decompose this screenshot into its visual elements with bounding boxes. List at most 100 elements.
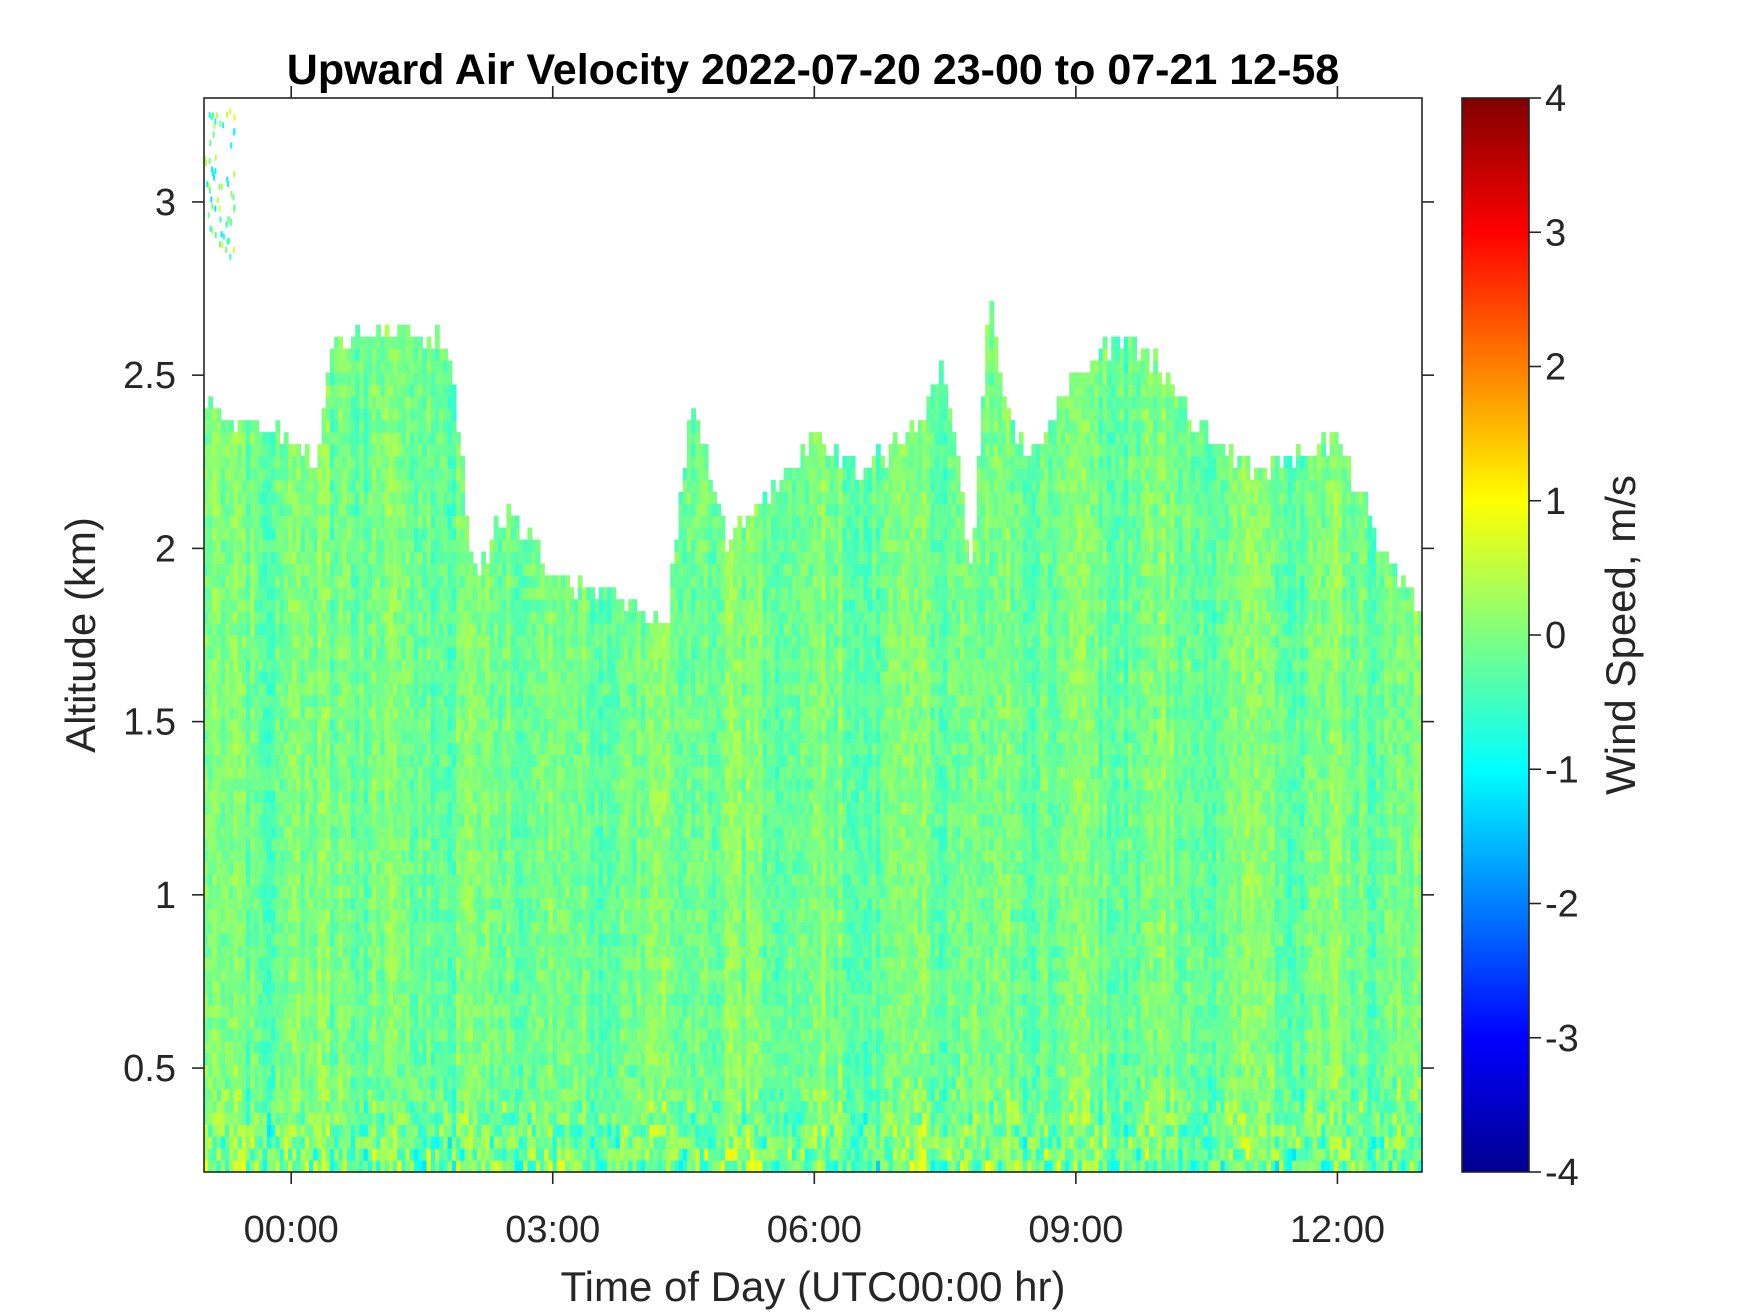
heatmap-cell	[250, 1112, 255, 1125]
heatmap-cell	[447, 432, 453, 445]
heatmap-cell	[447, 766, 453, 779]
heatmap-cell	[237, 718, 243, 732]
heatmap-cell	[422, 1136, 428, 1149]
heatmap-cell	[418, 933, 423, 946]
heatmap-cell	[426, 933, 432, 946]
heatmap-cell	[233, 503, 239, 517]
heatmap-cell	[426, 599, 432, 612]
heatmap-cell	[220, 658, 226, 672]
heatmap-cell	[309, 814, 314, 827]
heatmap-cell	[477, 873, 482, 887]
heatmap-cell	[443, 587, 449, 600]
heatmap-cell	[485, 1124, 491, 1137]
heatmap-cell	[342, 491, 348, 505]
heatmap-cell	[220, 1088, 226, 1101]
heatmap-cell	[241, 599, 247, 612]
heatmap-cell	[325, 1148, 331, 1161]
heatmap-cell	[262, 491, 268, 505]
heatmap-cell	[237, 682, 243, 696]
heatmap-cell	[380, 766, 386, 779]
heatmap-cell	[367, 766, 373, 779]
heatmap-cell	[325, 515, 331, 529]
heatmap-cell	[456, 587, 461, 600]
heatmap-cell	[267, 1112, 272, 1125]
heatmap-cell	[334, 1100, 339, 1113]
heatmap-cell	[472, 575, 478, 588]
heatmap-cell	[498, 969, 503, 982]
heatmap-cell	[300, 790, 306, 803]
heatmap-cell	[330, 587, 335, 600]
heatmap-cell	[456, 778, 461, 791]
heatmap-cell	[443, 969, 449, 982]
heatmap-cell	[447, 467, 453, 481]
heatmap-cell	[527, 1064, 533, 1078]
heatmap-cell	[531, 825, 537, 839]
heatmap-cell	[397, 766, 402, 779]
heatmap-cell	[498, 981, 503, 994]
heatmap-cell	[325, 682, 331, 696]
heatmap-cell	[304, 551, 310, 564]
heatmap-cell	[418, 814, 423, 827]
heatmap-cell	[342, 730, 348, 743]
heatmap-cell	[317, 1160, 323, 1172]
heatmap-cell	[443, 444, 449, 457]
heatmap-cell	[418, 837, 423, 851]
heatmap-cell	[418, 456, 423, 469]
heatmap-cell	[451, 861, 457, 875]
heatmap-cell	[439, 766, 444, 779]
heatmap-cell	[338, 658, 344, 672]
heatmap-cell	[372, 694, 377, 708]
heatmap-cell	[325, 754, 331, 767]
heatmap-cell	[531, 1124, 537, 1137]
heatmap-cell	[384, 682, 390, 696]
heatmap-cell	[523, 849, 528, 863]
heatmap-cell	[372, 682, 377, 696]
heatmap-cell	[485, 754, 491, 767]
heatmap-cell	[430, 849, 436, 863]
heatmap-cell	[363, 1160, 369, 1172]
heatmap-cell	[237, 1124, 243, 1137]
heatmap-cell	[275, 467, 281, 481]
heatmap-cell	[409, 539, 415, 553]
heatmap-cell	[388, 718, 394, 732]
heatmap-cell	[237, 670, 243, 684]
heatmap-cell	[409, 611, 415, 624]
heatmap-cell	[510, 694, 516, 708]
heatmap-cell	[468, 969, 474, 982]
heatmap-cell	[317, 1064, 323, 1078]
heatmap-cell	[216, 1076, 222, 1090]
heatmap-cell	[426, 885, 432, 899]
heatmap-cell	[208, 479, 213, 493]
heatmap-cell	[468, 981, 474, 994]
heatmap-cell	[409, 396, 415, 409]
heatmap-cell	[384, 921, 390, 934]
heatmap-cell	[393, 587, 398, 600]
heatmap-cell	[254, 957, 260, 970]
heatmap-cell	[422, 658, 428, 672]
heatmap-cell	[338, 456, 344, 469]
heatmap-cell	[279, 444, 285, 457]
heatmap-cell	[456, 479, 461, 493]
heatmap-cell	[430, 646, 436, 660]
heatmap-cell	[225, 969, 230, 982]
heatmap-cell	[262, 682, 268, 696]
heatmap-cell	[334, 444, 339, 457]
heatmap-cell	[304, 491, 310, 505]
heatmap-cell	[275, 873, 281, 887]
heatmap-cell	[493, 706, 499, 720]
heatmap-cell	[527, 539, 533, 553]
heatmap-cell	[531, 1100, 537, 1113]
heatmap-cell	[380, 933, 386, 946]
heatmap-cell	[531, 981, 537, 994]
heatmap-cell	[225, 599, 230, 612]
heatmap-cell	[275, 563, 281, 576]
heatmap-cell	[384, 814, 390, 827]
heatmap-cell	[460, 479, 465, 493]
heatmap-cell	[250, 742, 255, 755]
heatmap-cell	[372, 861, 377, 875]
heatmap-cell	[393, 515, 398, 529]
heatmap-cell	[208, 503, 213, 517]
heatmap-cell	[493, 1040, 499, 1054]
heatmap-cell	[346, 646, 352, 660]
heatmap-cell	[460, 1136, 465, 1149]
